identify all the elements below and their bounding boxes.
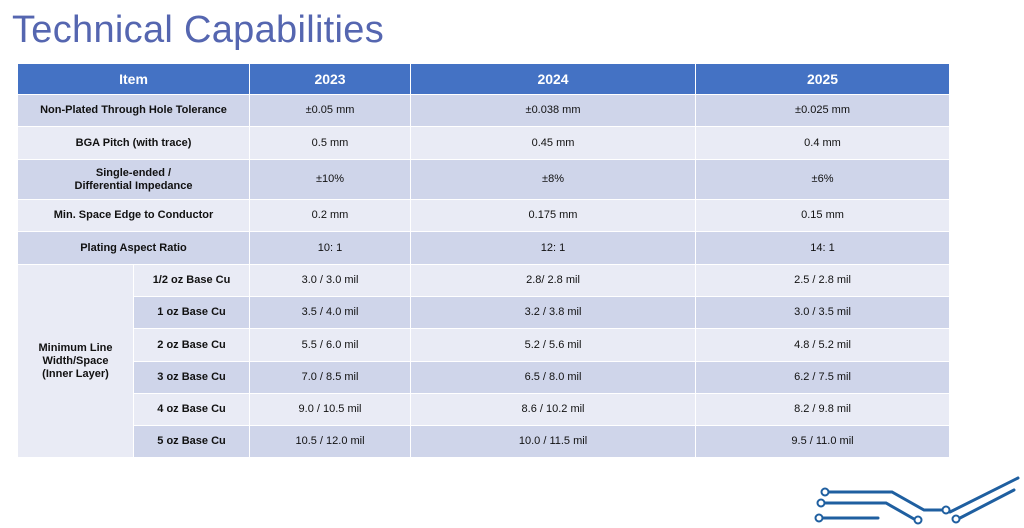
- cell-2025: ±6%: [695, 159, 951, 200]
- circuit-trace-icon: [814, 476, 1020, 525]
- cell-2025: 2.5 / 2.8 mil: [695, 264, 951, 297]
- sub-row-label: 4 oz Base Cu: [132, 393, 251, 426]
- group-label-min-line-width: Minimum Line Width/Space (Inner Layer): [17, 264, 134, 458]
- group-label-line: (Inner Layer): [42, 367, 109, 380]
- header-item: Item: [16, 63, 251, 95]
- cell-2025: 0.4 mm: [695, 126, 951, 160]
- cell-2024: 5.2 / 5.6 mil: [410, 328, 697, 362]
- cell-2024: ±0.038 mm: [410, 94, 697, 127]
- cell-2025: 14: 1: [695, 231, 951, 265]
- cell-2023: 0.2 mm: [249, 199, 412, 232]
- cell-2023: ±0.05 mm: [249, 94, 412, 127]
- cell-2023: 5.5 / 6.0 mil: [249, 328, 412, 362]
- cell-2024: 12: 1: [410, 231, 697, 265]
- sub-row-label: 2 oz Base Cu: [132, 328, 251, 362]
- cell-2024: 8.6 / 10.2 mil: [410, 393, 697, 426]
- cell-2023: 10.5 / 12.0 mil: [249, 425, 412, 458]
- cell-2024: 0.45 mm: [410, 126, 697, 160]
- table-row: 4 oz Base Cu 9.0 / 10.5 mil 8.6 / 10.2 m…: [18, 393, 951, 426]
- table-row: Plating Aspect Ratio 10: 1 12: 1 14: 1: [16, 231, 951, 265]
- cell-2023: 9.0 / 10.5 mil: [249, 393, 412, 426]
- row-label: Non-Plated Through Hole Tolerance: [16, 94, 251, 127]
- table-row: Non-Plated Through Hole Tolerance ±0.05 …: [16, 94, 951, 127]
- cell-2024: 6.5 / 8.0 mil: [410, 361, 697, 394]
- cell-2024: 10.0 / 11.5 mil: [410, 425, 697, 458]
- capabilities-table: Item 2023 2024 2025 Non-Plated Through H…: [16, 63, 951, 458]
- table-row: 5 oz Base Cu 10.5 / 12.0 mil 10.0 / 11.5…: [18, 425, 951, 458]
- cell-2023: 0.5 mm: [249, 126, 412, 160]
- row-label-line: Differential Impedance: [74, 179, 193, 192]
- row-label: Single-ended / Differential Impedance: [16, 159, 251, 200]
- cell-2025: 0.15 mm: [695, 199, 951, 232]
- cell-2025: 9.5 / 11.0 mil: [695, 425, 951, 458]
- cell-2023: 10: 1: [249, 231, 412, 265]
- cell-2025: 3.0 / 3.5 mil: [695, 296, 951, 329]
- sub-row-label: 3 oz Base Cu: [132, 361, 251, 394]
- sub-row-label: 5 oz Base Cu: [132, 425, 251, 458]
- table-row: Min. Space Edge to Conductor 0.2 mm 0.17…: [16, 199, 951, 232]
- cell-2024: 0.175 mm: [410, 199, 697, 232]
- cell-2023: 3.5 / 4.0 mil: [249, 296, 412, 329]
- slide-title: Technical Capabilities: [12, 9, 385, 51]
- table-header-row: Item 2023 2024 2025: [16, 63, 951, 95]
- table-row: 1 oz Base Cu 3.5 / 4.0 mil 3.2 / 3.8 mil…: [18, 296, 951, 329]
- header-year-2025: 2025: [695, 63, 951, 95]
- table-row: 3 oz Base Cu 7.0 / 8.5 mil 6.5 / 8.0 mil…: [18, 361, 951, 394]
- group-label-line: Minimum Line: [38, 341, 113, 354]
- cell-2025: 4.8 / 5.2 mil: [695, 328, 951, 362]
- cell-2023: 3.0 / 3.0 mil: [249, 264, 412, 297]
- table-row: BGA Pitch (with trace) 0.5 mm 0.45 mm 0.…: [16, 126, 951, 160]
- row-label-line: Single-ended /: [95, 166, 172, 179]
- header-year-2023: 2023: [249, 63, 412, 95]
- row-label: Plating Aspect Ratio: [16, 231, 251, 265]
- group-label-line: Width/Space: [42, 354, 109, 367]
- cell-2025: 8.2 / 9.8 mil: [695, 393, 951, 426]
- table-row: Single-ended / Differential Impedance ±1…: [16, 159, 951, 200]
- row-label: Min. Space Edge to Conductor: [16, 199, 251, 232]
- row-label: BGA Pitch (with trace): [16, 126, 251, 160]
- table-row: 2 oz Base Cu 5.5 / 6.0 mil 5.2 / 5.6 mil…: [18, 328, 951, 362]
- cell-2025: ±0.025 mm: [695, 94, 951, 127]
- sub-row-label: 1 oz Base Cu: [132, 296, 251, 329]
- cell-2023: 7.0 / 8.5 mil: [249, 361, 412, 394]
- cell-2024: ±8%: [410, 159, 697, 200]
- cell-2023: ±10%: [249, 159, 412, 200]
- cell-2024: 2.8/ 2.8 mil: [410, 264, 697, 297]
- header-year-2024: 2024: [410, 63, 697, 95]
- table-row: Minimum Line Width/Space (Inner Layer) 1…: [17, 264, 951, 458]
- cell-2025: 6.2 / 7.5 mil: [695, 361, 951, 394]
- cell-2024: 3.2 / 3.8 mil: [410, 296, 697, 329]
- sub-row-label: 1/2 oz Base Cu: [132, 264, 251, 297]
